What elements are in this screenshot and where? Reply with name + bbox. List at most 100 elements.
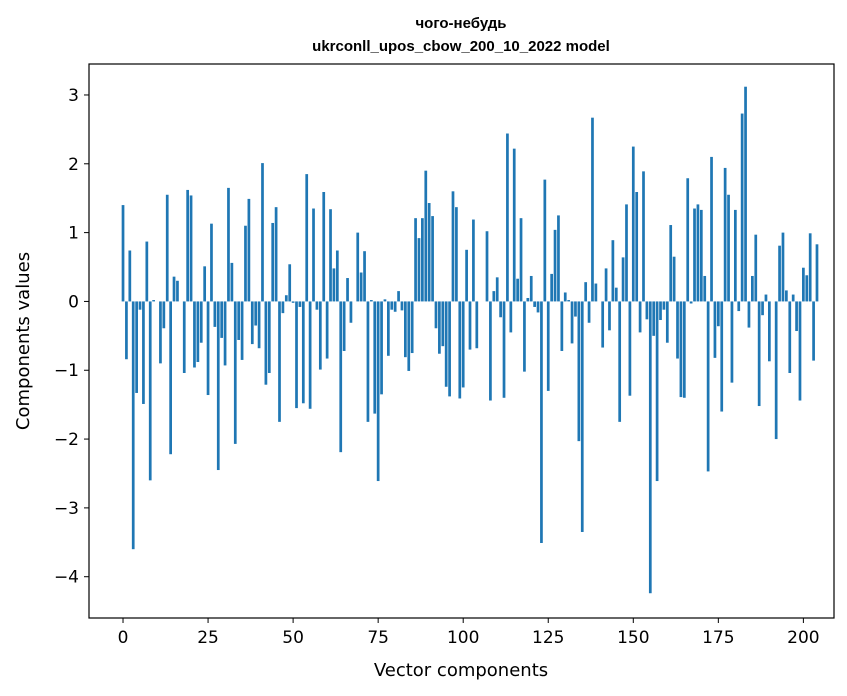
bar	[788, 301, 792, 373]
bar	[713, 301, 717, 358]
bar	[689, 301, 693, 304]
bar	[458, 301, 462, 399]
bar	[805, 275, 809, 302]
bar	[220, 301, 224, 338]
bar	[516, 278, 519, 302]
bar	[159, 301, 162, 364]
bar	[250, 301, 254, 345]
bar	[475, 301, 479, 349]
bar	[628, 301, 632, 396]
y-tick-label: 2	[68, 155, 79, 175]
bar	[264, 301, 268, 385]
bar	[261, 163, 264, 302]
bar	[754, 234, 758, 302]
y-tick-label: 1	[68, 224, 79, 244]
bar	[682, 301, 686, 398]
bar	[393, 301, 397, 312]
bar	[448, 301, 451, 397]
bar	[594, 283, 598, 302]
bar	[499, 301, 502, 318]
bar	[172, 276, 176, 302]
bar	[366, 301, 370, 422]
bar	[125, 301, 128, 360]
y-tick-label: −2	[54, 430, 79, 450]
bar	[281, 301, 285, 314]
bar	[768, 301, 771, 362]
bars-group	[121, 86, 819, 594]
bar	[305, 174, 309, 302]
bar	[176, 280, 179, 302]
bar	[652, 301, 656, 336]
bar	[523, 301, 526, 372]
bar	[206, 301, 210, 396]
bar	[369, 300, 373, 302]
x-axis-ticks: 0 25 50 75 100 125 150 175 200	[118, 618, 820, 648]
bar	[145, 241, 149, 302]
bar	[152, 300, 155, 302]
bar	[540, 301, 543, 543]
bar	[611, 240, 615, 302]
bar	[601, 301, 605, 348]
bar	[414, 218, 417, 302]
x-tick-label: 25	[197, 628, 219, 648]
bar	[608, 301, 611, 331]
bar	[210, 223, 213, 302]
bar	[733, 209, 737, 302]
bar	[451, 191, 455, 302]
bar	[669, 225, 673, 302]
x-tick-label: 0	[118, 628, 129, 648]
bar	[512, 148, 516, 302]
bar	[186, 189, 190, 302]
bar	[244, 225, 247, 302]
bar	[315, 301, 319, 310]
bar	[642, 171, 645, 302]
x-axis-label: Vector components	[374, 660, 548, 681]
x-tick-label: 200	[787, 628, 819, 648]
bar	[686, 178, 690, 302]
bar	[621, 257, 625, 302]
bar	[199, 301, 203, 343]
bar	[693, 208, 696, 302]
y-tick-label: 3	[68, 86, 79, 106]
bar	[584, 282, 588, 302]
bar	[502, 301, 506, 398]
bar	[223, 301, 227, 366]
bar	[284, 295, 288, 302]
bar	[363, 251, 366, 302]
y-axis-label: Components values	[13, 252, 34, 430]
bar	[325, 301, 329, 359]
bar	[135, 301, 138, 393]
bar	[387, 301, 390, 356]
bar	[291, 301, 295, 303]
bar	[672, 256, 676, 302]
bar	[227, 187, 230, 302]
bar	[785, 290, 788, 302]
bar	[233, 301, 237, 444]
bar	[359, 272, 363, 302]
bar	[349, 301, 353, 323]
bar	[312, 208, 315, 302]
bar	[142, 301, 145, 404]
bar	[665, 301, 669, 343]
bar	[267, 301, 271, 373]
bar	[802, 267, 805, 302]
bar	[659, 301, 662, 321]
bar	[271, 222, 275, 302]
bar	[614, 287, 618, 302]
y-tick-label: −1	[54, 361, 79, 381]
bar	[465, 249, 468, 302]
bar	[274, 207, 278, 302]
bar	[757, 301, 761, 407]
bar	[751, 275, 754, 302]
bar	[128, 250, 132, 302]
bar	[740, 113, 744, 302]
bar	[404, 301, 407, 358]
bar	[441, 301, 445, 347]
bar	[587, 301, 591, 323]
bar	[196, 301, 200, 362]
bar	[383, 299, 387, 302]
bar	[631, 146, 635, 302]
bar	[580, 301, 584, 532]
bar	[397, 291, 400, 302]
